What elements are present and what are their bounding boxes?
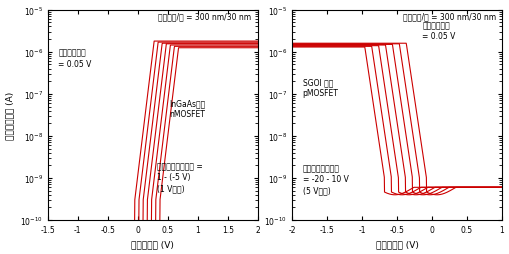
Text: InGaAs細線
nMOSFET: InGaAs細線 nMOSFET (169, 99, 206, 119)
X-axis label: ゲート電圧 (V): ゲート電圧 (V) (131, 240, 174, 248)
Text: ゲート長/幅 = 300 nm/30 nm: ゲート長/幅 = 300 nm/30 nm (158, 13, 251, 22)
Text: ゲート長/幅 = 300 nm/30 nm: ゲート長/幅 = 300 nm/30 nm (402, 13, 495, 22)
Text: バックゲート電圧 =
1 - (-5 V)
(1 V間隔): バックゲート電圧 = 1 - (-5 V) (1 V間隔) (157, 162, 203, 193)
Text: ドレイン電圧
= 0.05 V: ドレイン電圧 = 0.05 V (421, 21, 455, 41)
Text: バックゲート電圧
= -20 - 10 V
(5 V間隔): バックゲート電圧 = -20 - 10 V (5 V間隔) (302, 164, 348, 195)
Y-axis label: ドレイン電流 (A): ドレイン電流 (A) (6, 91, 15, 139)
Text: ドレイン電圧
= 0.05 V: ドレイン電圧 = 0.05 V (58, 49, 92, 68)
Text: SGOI 細線
pMOSFET: SGOI 細線 pMOSFET (302, 78, 337, 98)
X-axis label: ゲート電圧 (V): ゲート電圧 (V) (375, 240, 418, 248)
